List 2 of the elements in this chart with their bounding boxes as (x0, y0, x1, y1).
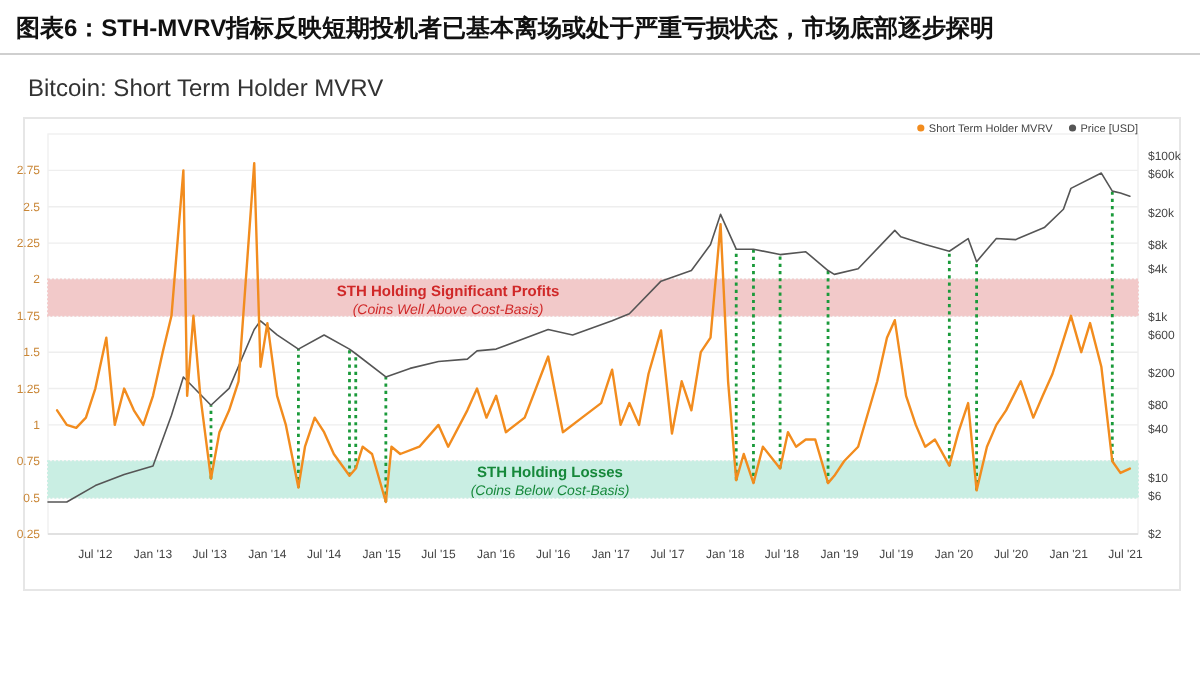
chart-subtitle: Bitcoin: Short Term Holder MVRV (28, 74, 384, 102)
chart-title: 图表6：STH-MVRV指标反映短期投机者已基本离场或处于严重亏损状态，市场底部逐步探明 (16, 14, 995, 42)
